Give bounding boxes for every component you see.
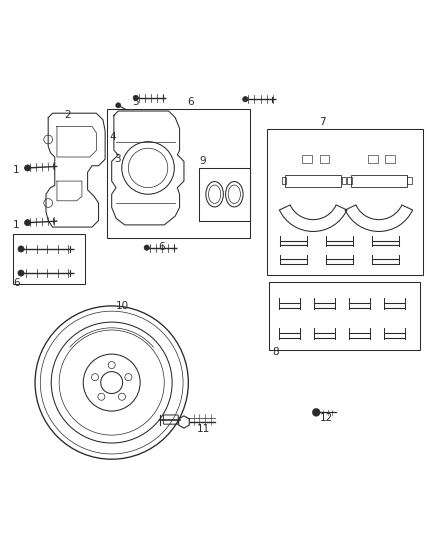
Bar: [269, 282, 420, 350]
Text: 8: 8: [272, 347, 279, 357]
Bar: [282, 176, 286, 184]
Bar: [13, 233, 85, 284]
Text: 6: 6: [159, 242, 166, 252]
Text: 7: 7: [318, 117, 325, 127]
Text: 1: 1: [12, 220, 19, 230]
Text: 12: 12: [320, 413, 333, 423]
Text: 5: 5: [132, 97, 139, 107]
Text: 6: 6: [13, 278, 20, 288]
Circle shape: [144, 245, 149, 251]
Bar: [107, 109, 250, 238]
Bar: [347, 176, 352, 184]
Text: 6: 6: [187, 97, 194, 107]
Text: 4: 4: [110, 132, 117, 142]
Circle shape: [18, 270, 24, 276]
Text: 1: 1: [12, 165, 19, 175]
Bar: [407, 176, 412, 184]
Circle shape: [312, 408, 320, 416]
Circle shape: [133, 95, 138, 101]
Circle shape: [25, 220, 31, 226]
Bar: [342, 176, 346, 184]
Text: 10: 10: [116, 301, 129, 311]
Circle shape: [116, 103, 121, 108]
Bar: [267, 128, 423, 275]
Circle shape: [243, 96, 248, 102]
Bar: [351, 175, 407, 187]
Bar: [385, 155, 395, 163]
Text: 11: 11: [197, 424, 210, 433]
Text: 2: 2: [64, 110, 71, 120]
Bar: [199, 168, 250, 221]
Text: 3: 3: [114, 154, 121, 164]
Bar: [368, 155, 378, 163]
Circle shape: [18, 246, 24, 252]
Circle shape: [25, 165, 31, 171]
Text: 9: 9: [199, 156, 206, 166]
Bar: [285, 175, 341, 187]
Bar: [320, 155, 329, 163]
Bar: [302, 155, 312, 163]
